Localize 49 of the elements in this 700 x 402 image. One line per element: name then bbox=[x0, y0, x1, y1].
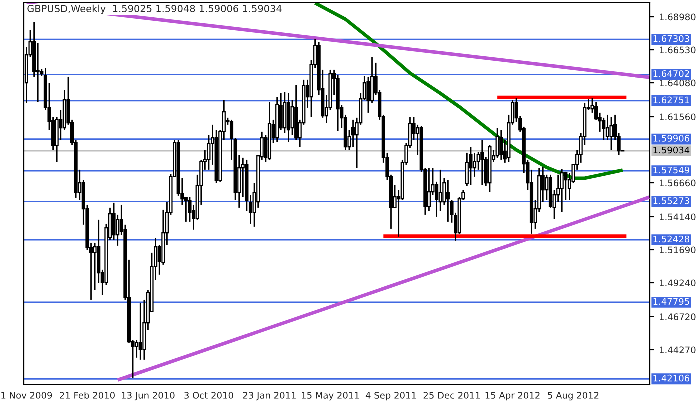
ref-line-label: 1.47795 bbox=[654, 298, 690, 306]
y-tick-label: 1.46720 bbox=[660, 314, 696, 321]
x-tick-label: 5 Aug 2012 bbox=[548, 392, 599, 401]
x-tick-label: 25 Dec 2011 bbox=[424, 392, 480, 399]
candlestick bbox=[469, 146, 473, 186]
ref-line-label: 1.62751 bbox=[654, 96, 690, 104]
y-tick-label: 1.68980 bbox=[660, 14, 696, 21]
candlestick bbox=[135, 339, 139, 359]
candlestick bbox=[480, 139, 484, 186]
ref-line-label: 1.59906 bbox=[654, 135, 690, 142]
y-tick-label: 1.64080 bbox=[660, 80, 696, 87]
y-tick-label: 1.44270 bbox=[660, 346, 696, 354]
chart-title: GBPUSD,Weekly 1.59025 1.59048 1.59006 1.59034 bbox=[28, 4, 282, 14]
ref-line-label: 1.55273 bbox=[654, 198, 690, 204]
y-tick-label: 1.54140 bbox=[660, 214, 696, 221]
candlestick bbox=[560, 168, 564, 213]
candlestick bbox=[446, 179, 450, 223]
candlestick bbox=[500, 129, 504, 161]
y-tick-label: 1.51690 bbox=[660, 246, 696, 254]
candlestick bbox=[352, 119, 356, 148]
line-series bbox=[314, 3, 625, 180]
ref-line-label: 1.42106 bbox=[654, 374, 690, 382]
candlestick bbox=[366, 76, 370, 114]
candlestick bbox=[610, 116, 614, 151]
x-tick-label: 15 Apr 2012 bbox=[486, 392, 540, 401]
candlestick bbox=[138, 302, 142, 361]
ref-line-label: 1.67303 bbox=[654, 35, 690, 42]
ref-line-label: 1.64702 bbox=[654, 70, 690, 78]
x-tick-label: 3 Oct 2010 bbox=[184, 392, 234, 399]
ref-line-label: 1.52428 bbox=[654, 236, 690, 243]
candlestick bbox=[496, 127, 500, 159]
candlestick bbox=[564, 171, 568, 201]
x-tick-label: 13 Jun 2010 bbox=[122, 392, 175, 401]
x-tick-label: 21 Feb 2010 bbox=[60, 392, 115, 399]
candlestick bbox=[473, 152, 477, 178]
y-tick-label: 1.49240 bbox=[660, 280, 696, 287]
candlestick bbox=[427, 167, 431, 212]
x-tick-label: 23 Jan 2011 bbox=[243, 392, 296, 401]
ref-line-label: 1.57549 bbox=[654, 166, 690, 174]
y-tick-label: 1.61560 bbox=[660, 114, 696, 121]
candlestick bbox=[36, 42, 40, 103]
candlestick bbox=[602, 117, 606, 141]
candlestick bbox=[606, 114, 610, 141]
x-tick-label: 1 Nov 2009 bbox=[2, 392, 52, 399]
y-tick-label: 1.66530 bbox=[660, 46, 696, 54]
ref-line-label: 1.59034 bbox=[654, 146, 690, 154]
x-tick-label: 4 Sep 2011 bbox=[366, 392, 416, 401]
y-tick-label: 1.56660 bbox=[660, 180, 696, 187]
x-tick-label: 15 May 2011 bbox=[302, 392, 360, 401]
